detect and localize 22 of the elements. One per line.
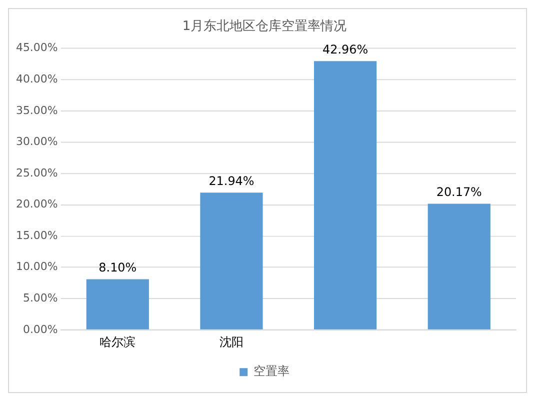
text: 21.94%: [208, 174, 254, 188]
x-tick-label: 沈阳: [219, 335, 244, 350]
y-tick-label: 25.00%: [16, 166, 58, 180]
y-tick-label: 10.00%: [16, 260, 58, 274]
y-tick-label: 45.00%: [16, 41, 58, 54]
bar: [428, 204, 490, 330]
chart-title: 1月东北地区仓库空置率情况: [182, 18, 347, 34]
y-tick-label: 20.00%: [16, 198, 58, 211]
y-tick-label: 15.00%: [16, 228, 58, 242]
bar: [200, 192, 263, 330]
text: 20.17%: [436, 184, 482, 199]
bar: [314, 61, 377, 330]
x-tick-label: 哈尔滨: [100, 335, 136, 350]
y-tick-label: 30.00%: [16, 135, 58, 148]
bar: [86, 279, 149, 330]
text: 8.10%: [98, 260, 137, 274]
y-tick-label: 0.00%: [22, 322, 58, 336]
legend-label: 空置率: [254, 364, 290, 378]
y-tick-label: 40.00%: [16, 72, 58, 86]
y-tick-label: 5.00%: [22, 291, 58, 304]
y-tick-label: 35.00%: [16, 104, 58, 117]
text: 42.96%: [322, 42, 368, 56]
